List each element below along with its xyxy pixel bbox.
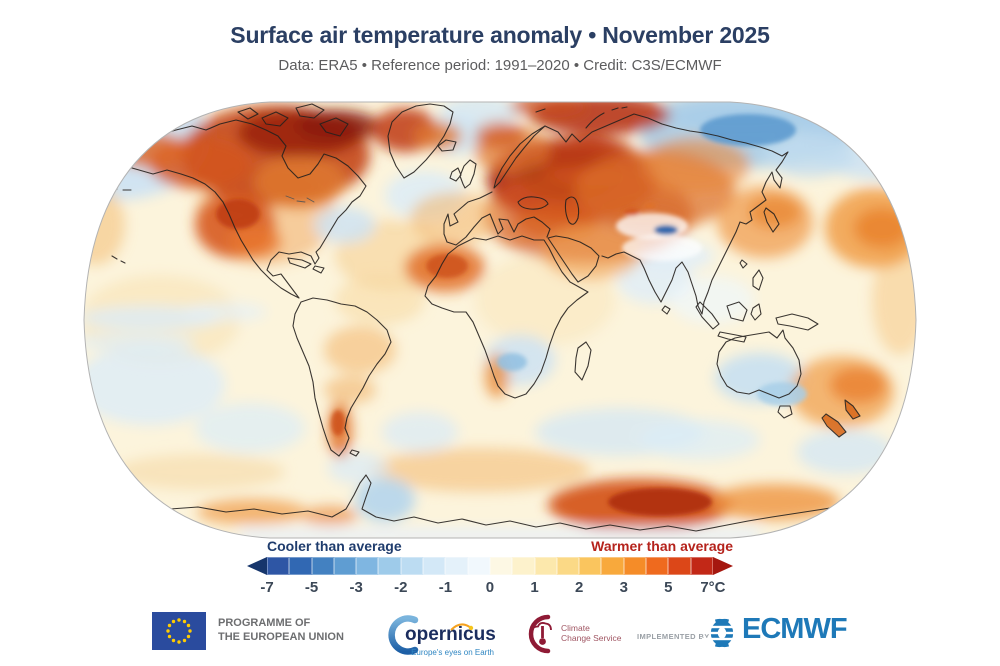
coast-falklands (349, 449, 360, 457)
climate-change-service-icon (528, 614, 552, 654)
legend-color-block (400, 557, 424, 575)
legend-tick-label: -7 (260, 579, 274, 596)
coast-sri-lanka (661, 305, 671, 315)
legend-color-block (579, 557, 602, 575)
implemented-by-label: IMPLEMENTED BY (637, 632, 710, 641)
legend-tick-label: 0 (485, 579, 495, 596)
legend-color-block (467, 557, 490, 575)
eu-flag (152, 612, 206, 650)
legend-color-block (534, 557, 557, 575)
coast-arabia (547, 235, 600, 283)
page-subtitle: Data: ERA5 • Reference period: 1991–2020… (278, 57, 722, 74)
legend-color-block (601, 557, 624, 575)
legend-ticks: -7 -5 -3 -2 -1 0 1 2 3 5 7°C (245, 579, 735, 596)
coast-caribbean (287, 257, 325, 274)
coast-indonesia (695, 301, 819, 343)
legend-color-block (423, 557, 446, 575)
coastlines (97, 103, 869, 532)
legend-tick-label: 5 (664, 579, 673, 596)
coast-africa (424, 235, 589, 399)
coast-eurasia-north (544, 113, 789, 315)
legend-color-block (356, 557, 379, 575)
legend-color-block (623, 557, 647, 575)
copernicus-c-icon (388, 615, 419, 655)
anomaly-field (84, 102, 916, 538)
ccs-line1: Climate (561, 623, 590, 633)
copernicus-wordmark: opernicus (405, 624, 496, 645)
legend-color-block (289, 557, 312, 575)
coast-caspian-sea (564, 196, 580, 225)
legend-tick-label: 3 (619, 579, 628, 596)
coast-black-sea (517, 196, 549, 210)
legend-tick-label: -2 (394, 579, 408, 596)
legend-colorbar (247, 557, 733, 575)
coast-japan (763, 207, 780, 233)
copernicus-orbit-icon (450, 623, 474, 631)
legend-warmer-label: Warmer than average (591, 538, 733, 554)
ecmwf-wordmark: ECMWF (742, 613, 848, 645)
projection-outline (83, 101, 917, 539)
page-title: Surface air temperature anomaly • Novemb… (230, 22, 770, 48)
legend-color-block (690, 557, 713, 575)
legend-color-block (646, 557, 669, 575)
coast-svalbard (535, 106, 628, 129)
coast-antarctica (114, 474, 869, 532)
legend-color-block (512, 557, 535, 575)
eu-programme-label: PROGRAMME OF THE EUROPEAN UNION (218, 617, 344, 644)
coast-greenland (387, 103, 454, 179)
coast-arctic-islands (237, 103, 349, 137)
coast-british-isles (449, 159, 477, 189)
coast-philippines (752, 269, 764, 291)
coast-north-america (107, 119, 367, 299)
legend-color-block (445, 557, 468, 575)
coast-great-lakes (285, 195, 315, 203)
coast-iceland (437, 139, 457, 152)
legend-arrow-right (712, 557, 733, 575)
legend-color-block (378, 557, 401, 575)
ecmwf-emblem-icon (702, 619, 742, 647)
legend-color-block (333, 557, 357, 575)
coast-taiwan (739, 259, 748, 269)
copernicus-tagline: Europe's eyes on Earth (411, 648, 494, 657)
legend-color-block (489, 557, 513, 575)
legend-color-block (668, 557, 691, 575)
legend-arrow-left (247, 557, 267, 575)
coast-europe-south (443, 191, 551, 246)
legend-color-block (267, 557, 290, 575)
coast-madagascar (574, 341, 592, 381)
coast-australia (716, 329, 802, 419)
legend-tick-label: -3 (349, 579, 363, 596)
coast-south-america (292, 297, 392, 457)
legend-color-block (556, 557, 580, 575)
legend-cooler-label: Cooler than average (267, 538, 402, 554)
legend-tick-label: 1 (530, 579, 539, 596)
ccs-line2: Change Service (561, 633, 622, 643)
legend-color-block (311, 557, 334, 575)
legend-tick-label: -1 (438, 579, 453, 596)
climate-change-service-label: Climate Change Service (561, 623, 621, 643)
coast-new-zealand (821, 399, 861, 438)
coast-scandinavia (493, 125, 546, 189)
eu-programme-line1: PROGRAMME OF (218, 617, 311, 629)
legend-tick-label: -5 (304, 579, 319, 596)
eu-programme-line2: THE EUROPEAN UNION (218, 630, 344, 643)
legend-tick-label: 7°C (700, 579, 726, 596)
legend-tick-label: 2 (574, 579, 584, 596)
